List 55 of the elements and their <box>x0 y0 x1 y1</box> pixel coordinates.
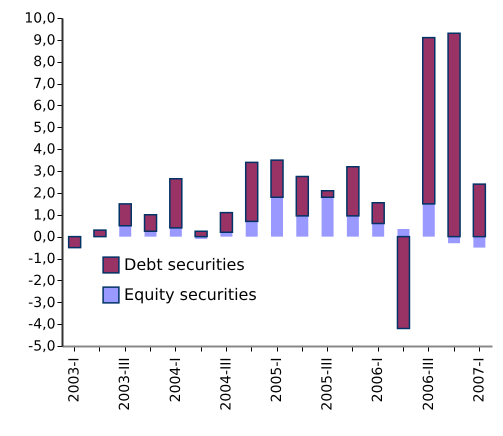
y-tick-label: -5,0 <box>28 338 56 354</box>
y-tick-label: 10,0 <box>24 10 56 26</box>
x-tick-label: 2005-I <box>269 358 285 402</box>
bar <box>322 197 334 237</box>
y-tick-label: 8,0 <box>33 54 56 70</box>
y-tick-label: 2,0 <box>33 185 56 202</box>
bar <box>68 236 82 248</box>
x-tick-label: 2003-I <box>66 358 83 402</box>
bar <box>118 203 132 226</box>
y-tick-label: 9,0 <box>33 32 56 48</box>
x-tick-label: 2007-I <box>471 358 488 402</box>
bar <box>244 162 258 222</box>
bar <box>296 216 308 237</box>
bar <box>472 183 486 238</box>
y-tick-label: -3,0 <box>28 294 56 311</box>
y-tick-label: 6,0 <box>33 98 56 114</box>
y-tick-label: -2,0 <box>28 272 56 289</box>
bar <box>396 236 410 330</box>
legend-label: Equity securities <box>124 285 257 304</box>
x-tick-label: 2004-III <box>218 358 234 411</box>
bar <box>296 176 310 217</box>
y-tick-label: 7,0 <box>33 76 56 92</box>
bar <box>270 159 284 198</box>
bar <box>170 228 182 237</box>
bar <box>144 214 158 232</box>
bar <box>422 36 436 205</box>
y-tick-label: 3,0 <box>33 164 56 180</box>
bar <box>397 229 410 237</box>
bar <box>271 197 283 237</box>
y-tick-label: -1,0 <box>28 251 56 268</box>
bar <box>346 166 360 217</box>
bar <box>194 230 208 238</box>
x-tick-label: 2006-III <box>420 358 437 411</box>
y-tick-label: 5,0 <box>33 120 56 136</box>
x-tick-label: 2006-I <box>370 358 386 402</box>
bar <box>473 236 486 248</box>
x-tick-label: 2004-I <box>168 358 184 402</box>
legend-label: Debt securities <box>124 255 245 274</box>
bar <box>320 190 334 198</box>
bar <box>371 202 385 224</box>
bar <box>220 212 234 234</box>
bar <box>246 221 258 237</box>
bar <box>422 204 435 237</box>
bar <box>119 226 132 237</box>
y-tick-label: 1,0 <box>33 207 56 224</box>
bar <box>169 178 183 229</box>
bar <box>447 32 461 238</box>
y-tick-label: -4,0 <box>28 316 56 333</box>
x-tick-label: 2005-III <box>320 358 336 411</box>
y-tick-label: 4,0 <box>33 142 56 158</box>
bar <box>372 224 384 237</box>
x-tick-label: 2003-III <box>117 358 134 411</box>
y-tick-label: 0,0 <box>33 229 56 246</box>
bar <box>93 229 107 238</box>
bar <box>346 216 359 237</box>
